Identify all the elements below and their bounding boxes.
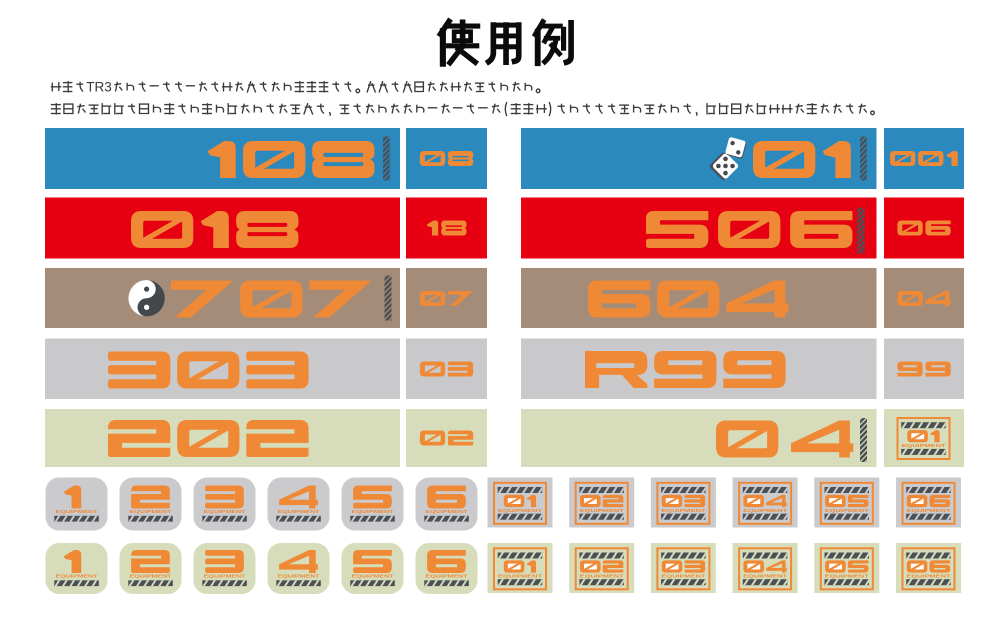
svg-text:EQUIPMENT: EQUIPMENT <box>580 573 624 579</box>
svg-text:EQUIPMENT: EQUIPMENT <box>907 573 951 579</box>
svg-text:EQUIPMENT: EQUIPMENT <box>352 573 394 578</box>
svg-text:EQUIPMENT: EQUIPMENT <box>825 508 869 514</box>
svg-text:EQUIPMENT: EQUIPMENT <box>743 573 787 579</box>
svg-text:EQUIPMENT: EQUIPMENT <box>278 573 320 578</box>
svg-text:EQUIPMENT: EQUIPMENT <box>580 508 624 514</box>
svg-text:EQUIPMENT: EQUIPMENT <box>426 509 468 514</box>
svg-text:EQUIPMENT: EQUIPMENT <box>278 509 320 514</box>
svg-text:EQUIPMENT: EQUIPMENT <box>130 509 172 514</box>
svg-text:EQUIPMENT: EQUIPMENT <box>426 573 468 578</box>
svg-text:EQUIPMENT: EQUIPMENT <box>56 509 98 514</box>
svg-text:EQUIPMENT: EQUIPMENT <box>498 573 542 579</box>
svg-text:EQUIPMENT: EQUIPMENT <box>56 573 98 578</box>
svg-text:EQUIPMENT: EQUIPMENT <box>204 509 246 514</box>
svg-text:EQUIPMENT: EQUIPMENT <box>743 508 787 514</box>
svg-text:TR3: TR3 <box>86 80 112 95</box>
svg-text:EQUIPMENT: EQUIPMENT <box>661 573 705 579</box>
svg-text:EQUIPMENT: EQUIPMENT <box>825 573 869 579</box>
svg-text:EQUIPMENT: EQUIPMENT <box>907 508 951 514</box>
svg-text:EQUIPMENT: EQUIPMENT <box>902 443 946 449</box>
svg-text:EQUIPMENT: EQUIPMENT <box>130 573 172 578</box>
svg-text:EQUIPMENT: EQUIPMENT <box>661 508 705 514</box>
svg-text:EQUIPMENT: EQUIPMENT <box>352 509 394 514</box>
svg-text:EQUIPMENT: EQUIPMENT <box>204 573 246 578</box>
svg-text:EQUIPMENT: EQUIPMENT <box>498 508 542 514</box>
